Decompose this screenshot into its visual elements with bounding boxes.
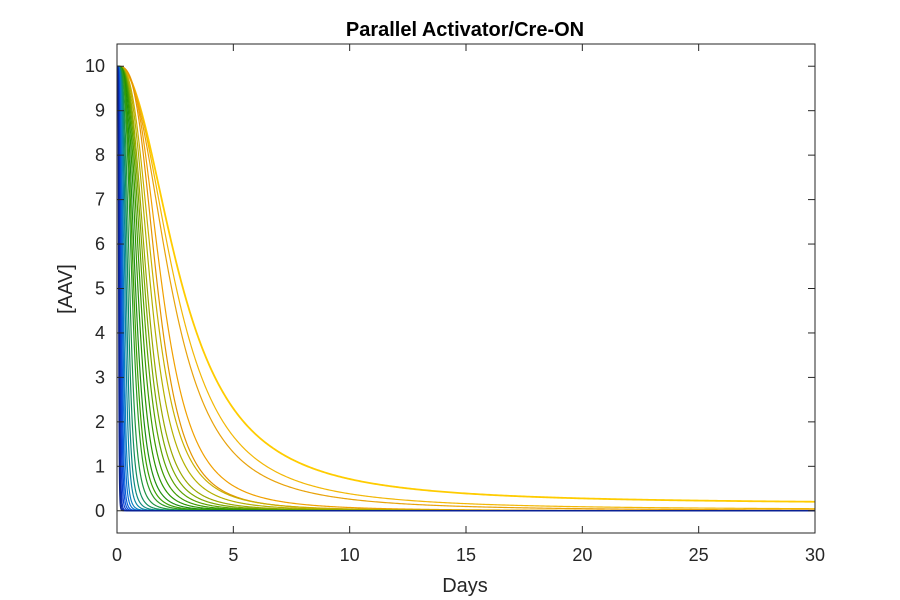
x-tick-label: 20 [572, 545, 592, 565]
y-tick-label: 7 [95, 190, 105, 210]
x-tick-label: 10 [340, 545, 360, 565]
y-tick-label: 3 [95, 367, 105, 387]
y-tick-label: 1 [95, 456, 105, 476]
x-tick-label: 5 [228, 545, 238, 565]
x-tick-label: 25 [689, 545, 709, 565]
y-tick-label: 10 [85, 56, 105, 76]
series-group [117, 65, 815, 512]
plot-background [117, 44, 815, 533]
x-tick-label: 15 [456, 545, 476, 565]
y-tick-label: 8 [95, 145, 105, 165]
series-line-2 [117, 65, 815, 510]
y-tick-label: 6 [95, 234, 105, 254]
chart-title: Parallel Activator/Cre-ON [346, 19, 584, 41]
y-axis: 0 1 2 3 4 5 6 7 8 9 10 [85, 56, 815, 521]
y-tick-label: 2 [95, 412, 105, 432]
y-axis-label: [AAV] [55, 264, 77, 314]
plot-area: 0 5 10 15 20 25 30 0 1 2 3 4 5 6 7 8 9 10 [85, 43, 825, 565]
x-tick-label: 30 [805, 545, 825, 565]
y-tick-label: 0 [95, 501, 105, 521]
x-axis: 0 5 10 15 20 25 30 [112, 44, 825, 565]
y-tick-label: 4 [95, 323, 105, 343]
x-tick-label: 0 [112, 545, 122, 565]
x-axis-label: Days [442, 575, 488, 597]
y-tick-label: 5 [95, 279, 105, 299]
series-line-27 [117, 65, 815, 512]
y-tick-label: 9 [95, 101, 105, 121]
